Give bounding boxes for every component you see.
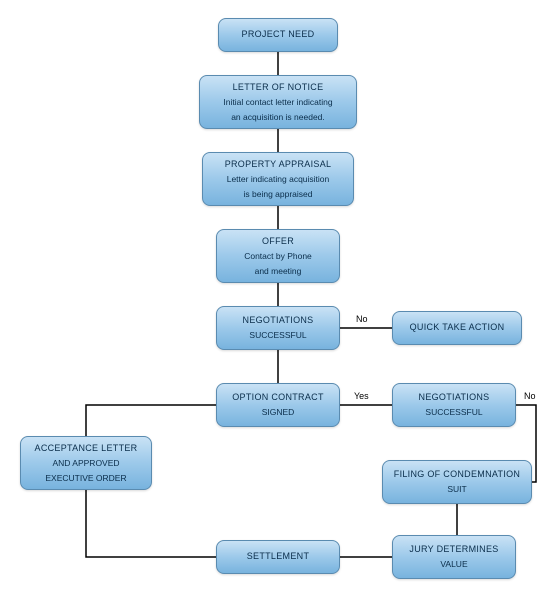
node-title: SETTLEMENT xyxy=(247,550,310,564)
node-subline: SUCCESSFUL xyxy=(249,329,306,342)
node-title: ACCEPTANCE LETTER xyxy=(35,442,138,456)
node-title: QUICK TAKE ACTION xyxy=(410,321,505,335)
node-settlement: SETTLEMENT xyxy=(216,540,340,574)
node-subline: an acquisition is needed. xyxy=(231,111,325,124)
node-subline: Letter indicating acquisition xyxy=(227,173,330,186)
node-title: OFFER xyxy=(262,235,294,249)
node-subline: SUCCESSFUL xyxy=(425,406,482,419)
edge xyxy=(86,490,216,557)
node-acceptance: ACCEPTANCE LETTERAND APPROVED EXECUTIVE O… xyxy=(20,436,152,490)
node-title: FILING OF CONDEMNATION xyxy=(394,468,520,482)
node-subline: EXECUTIVE ORDER xyxy=(45,472,126,485)
node-title: OPTION CONTRACT xyxy=(232,391,324,405)
node-jury: JURY DETERMINESVALUE xyxy=(392,535,516,579)
node-subline: SIGNED xyxy=(262,406,295,419)
node-neg2: NEGOTIATIONSSUCCESSFUL xyxy=(392,383,516,427)
node-subline: VALUE xyxy=(440,558,467,571)
node-subline: AND APPROVED xyxy=(52,457,119,470)
node-option: OPTION CONTRACTSIGNED xyxy=(216,383,340,427)
node-title: LETTER OF NOTICE xyxy=(233,81,324,95)
node-offer: OFFERContact by Phone and meeting xyxy=(216,229,340,283)
edge-label: No xyxy=(356,314,368,324)
node-quick_take: QUICK TAKE ACTION xyxy=(392,311,522,345)
node-subline: SUIT xyxy=(447,483,466,496)
node-filing: FILING OF CONDEMNATIONSUIT xyxy=(382,460,532,504)
node-project_need: PROJECT NEED xyxy=(218,18,338,52)
node-subline: Initial contact letter indicating xyxy=(223,96,332,109)
node-title: PROPERTY APPRAISAL xyxy=(225,158,332,172)
node-title: JURY DETERMINES xyxy=(409,543,498,557)
node-letter_notice: LETTER OF NOTICEInitial contact letter i… xyxy=(199,75,357,129)
edge-label: Yes xyxy=(354,391,369,401)
node-subline: is being appraised xyxy=(244,188,313,201)
node-title: PROJECT NEED xyxy=(242,28,315,42)
node-subline: and meeting xyxy=(255,265,302,278)
node-appraisal: PROPERTY APPRAISALLetter indicating acqu… xyxy=(202,152,354,206)
node-title: NEGOTIATIONS xyxy=(243,314,314,328)
node-subline: Contact by Phone xyxy=(244,250,312,263)
edge-label: No xyxy=(524,391,536,401)
node-title: NEGOTIATIONS xyxy=(419,391,490,405)
node-neg1: NEGOTIATIONSSUCCESSFUL xyxy=(216,306,340,350)
edge xyxy=(86,405,216,436)
